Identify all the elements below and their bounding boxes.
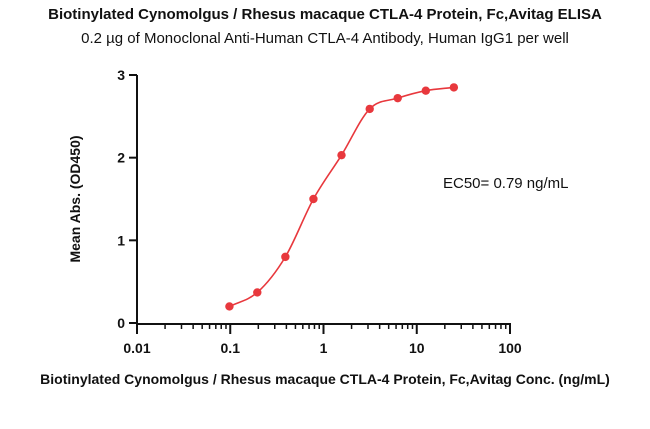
data-point (393, 93, 402, 103)
y-tick-label: 1 (117, 232, 125, 248)
x-tick-label: 10 (409, 340, 425, 356)
x-tick-label: 1 (320, 340, 328, 356)
data-point (337, 150, 346, 160)
data-point (281, 252, 290, 262)
data-point (449, 83, 459, 92)
data-point (421, 86, 430, 95)
chart-subtitle: 0.2 µg of Monoclonal Anti-Human CTLA-4 A… (81, 30, 569, 47)
data-point (253, 288, 262, 297)
fit-curve-layer (229, 86, 454, 308)
x-axis-label: Biotinylated Cynomolgus / Rhesus macaque… (40, 371, 610, 387)
data-point (225, 302, 234, 311)
data-point (309, 194, 318, 204)
y-tick-label: 0 (117, 315, 125, 331)
x-tick-label: 0.1 (221, 340, 241, 356)
data-points-layer (225, 83, 459, 311)
fit-curve (229, 86, 454, 308)
ec50-annotation: EC50= 0.79 ng/mL (443, 175, 569, 192)
x-tick-label: 100 (498, 340, 522, 356)
y-axis-label: Mean Abs. (OD450) (67, 135, 83, 262)
data-point (365, 104, 374, 114)
y-tick-label: 2 (117, 150, 125, 166)
chart-title: Biotinylated Cynomolgus / Rhesus macaque… (48, 6, 602, 23)
axes: 0 1 2 3 0.01 0.1 1 10 100 (117, 67, 522, 356)
x-tick-label: 0.01 (123, 340, 150, 356)
y-tick-label: 3 (117, 67, 125, 83)
